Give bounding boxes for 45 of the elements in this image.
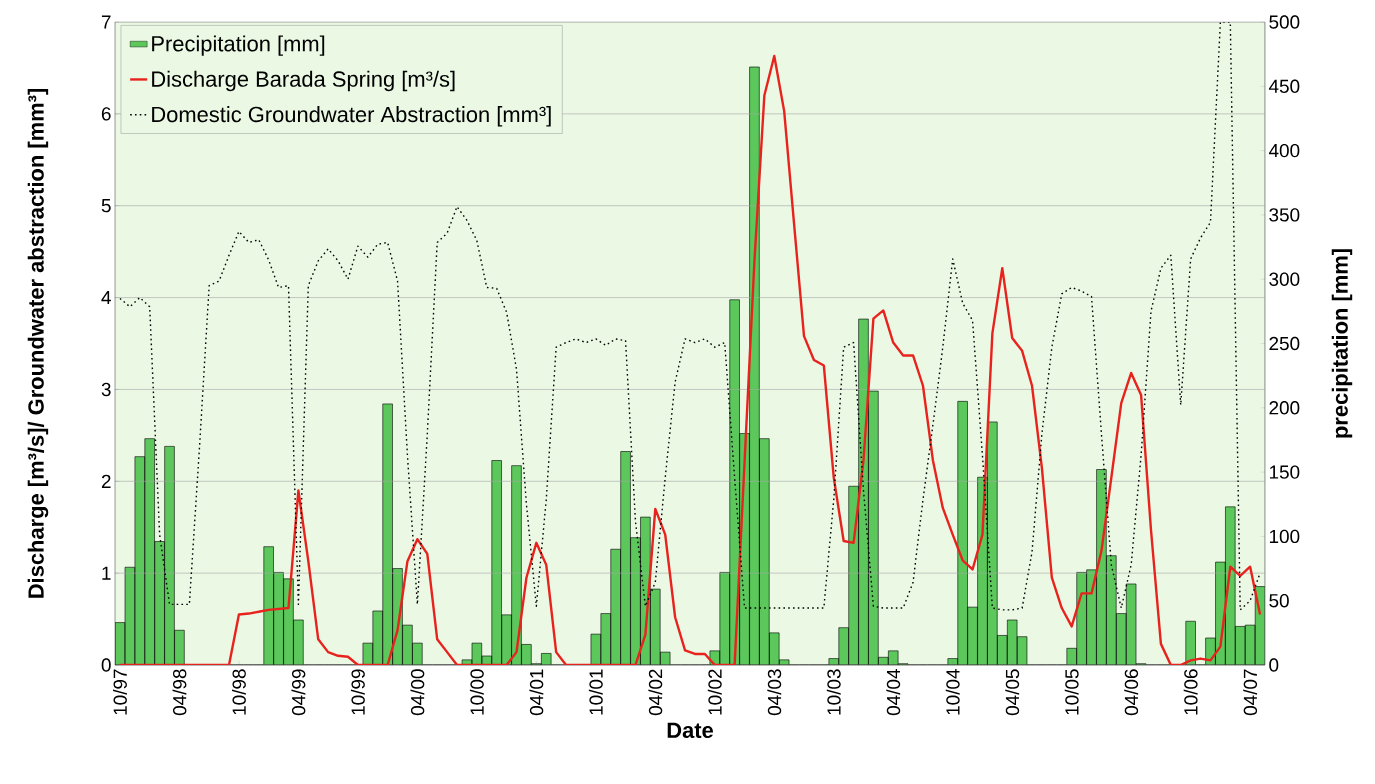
- y-axis-title: Discharge [m³/s]/ Groundwater abstraction [mm³]: [27, 89, 49, 598]
- y2-tick-label: 50: [1269, 594, 1289, 608]
- legend-label: Precipitation [mm]: [152, 35, 325, 56]
- x-tick-label: 10/04: [945, 669, 960, 715]
- y-tick-label: 4: [101, 291, 111, 305]
- y2-tick-label: 350: [1269, 208, 1300, 222]
- y-tick-label: 6: [101, 107, 111, 121]
- x-tick-label: 04/02: [648, 669, 663, 716]
- x-tick-label: 10/00: [469, 669, 484, 715]
- y-tick-label: 0: [101, 658, 111, 672]
- y2-tick-label: 300: [1269, 272, 1300, 286]
- x-tick-label: 04/05: [1005, 669, 1020, 716]
- y2-tick-label: 250: [1269, 336, 1300, 351]
- x-tick-label: 10/06: [1183, 669, 1198, 715]
- y-tick-label: 7: [101, 15, 111, 29]
- y2-tick-label: 400: [1268, 143, 1300, 158]
- x-tick-label: 10/02: [707, 669, 722, 715]
- y2-tick-label: 450: [1268, 79, 1300, 93]
- x-tick-label: 10/03: [826, 669, 841, 715]
- y-tick-label: 1: [102, 566, 111, 580]
- y2-tick-label: 150: [1269, 465, 1300, 479]
- x-tick-label: 04/06: [1124, 669, 1139, 716]
- x-tick-label: 10/98: [231, 669, 246, 715]
- x-tick-label: 10/05: [1064, 669, 1079, 715]
- legend-label: Domestic Groundwater Abstraction [mm³]: [152, 106, 551, 127]
- y-tick-label: 5: [101, 199, 111, 213]
- x-axis-title: Date: [667, 722, 713, 739]
- x-tick-label: 10/97: [113, 669, 127, 715]
- y2-tick-label: 100: [1269, 529, 1300, 544]
- x-tick-label: 10/01: [588, 669, 603, 715]
- legend-label: Discharge Barada Spring [m³/s]: [152, 70, 455, 92]
- y-tick-label: 2: [101, 474, 111, 488]
- y2-tick-label: 0: [1269, 658, 1279, 672]
- x-tick-label: 10/99: [350, 669, 365, 715]
- x-tick-label: 04/00: [410, 669, 425, 716]
- x-tick-label: 04/01: [529, 669, 544, 716]
- x-tick-label: 04/07: [1243, 669, 1258, 716]
- y2-tick-label: 500: [1269, 15, 1300, 29]
- y-tick-label: 3: [101, 382, 111, 397]
- x-tick-label: 04/98: [172, 669, 187, 716]
- x-tick-label: 04/04: [886, 669, 901, 716]
- y2-axis-title: precipitation [mm]: [1331, 249, 1353, 438]
- x-tick-label: 04/99: [291, 669, 306, 716]
- x-tick-label: 04/03: [767, 669, 782, 716]
- y2-tick-label: 200: [1269, 401, 1300, 415]
